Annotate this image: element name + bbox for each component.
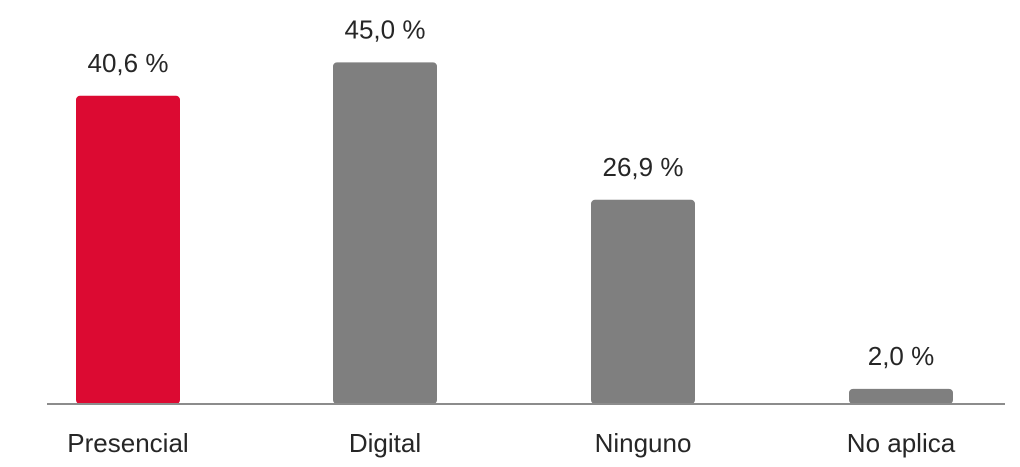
bar-no-aplica: [849, 388, 953, 404]
x-tick-label-digital: Digital: [349, 428, 421, 458]
bar-digital: [333, 62, 437, 405]
bars-layer: [76, 62, 953, 405]
data-label-presencial: 40,6 %: [88, 48, 169, 78]
data-label-digital: 45,0 %: [345, 14, 426, 44]
data-label-ninguno: 26,9 %: [603, 152, 684, 182]
bar-presencial: [76, 95, 180, 404]
x-tick-label-ninguno: Ninguno: [595, 428, 692, 458]
x-tick-label-presencial: Presencial: [67, 428, 188, 458]
category-labels-layer: Presencial Digital Ninguno No aplica: [67, 428, 955, 458]
data-label-no-aplica: 2,0 %: [868, 341, 935, 371]
value-labels-layer: 40,6 % 45,0 % 26,9 % 2,0 %: [88, 14, 935, 370]
bar-ninguno: [591, 199, 695, 404]
x-tick-label-no-aplica: No aplica: [847, 428, 956, 458]
